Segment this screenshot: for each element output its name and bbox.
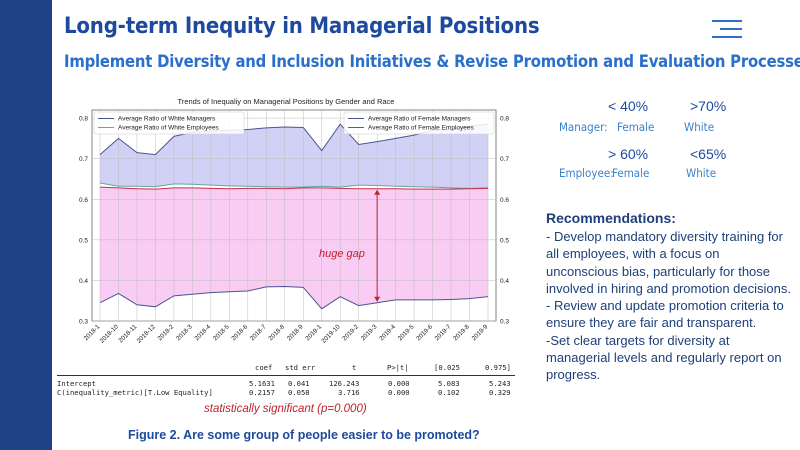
x-tick-label: 2018-12 [136,323,158,345]
reg-row-name: Intercept [57,379,96,388]
reg-cell: 0.329 [489,388,511,397]
y-tick-label-left: 0.8 [79,116,88,123]
recommendations-title: Recommendations: [546,210,676,226]
legend-left-label: Average Ratio of White Employees [118,125,219,132]
y-tick-label-right: 0.8 [500,116,509,123]
reg-cell: 0.041 [288,379,310,388]
reg-cell: 5.083 [438,379,460,388]
reg-header-t: t [352,363,357,372]
x-tick-label: 2018-10 [99,323,121,345]
x-tick-label: 2019-10 [320,323,342,345]
reg-rule [57,375,515,376]
reg-cell: 0.000 [388,388,410,397]
legend-left-box [93,111,245,135]
y-tick-label-right: 0.4 [500,278,509,285]
female-gap-fill [100,187,488,309]
x-tick-label: 2019-2 [341,323,360,342]
kpi-employee-female-label: Female [612,166,650,180]
x-tick-label: 2019-5 [397,323,416,342]
reg-cell: 126.243 [329,379,360,388]
y-tick-label-right: 0.3 [500,319,509,326]
reg-cell: 0.102 [438,388,460,397]
gap-annotation: huge gap [319,248,365,260]
kpi-employee-white-value: <65% [690,146,727,162]
legend-right-label: Average Ratio of Female Managers [368,116,471,123]
gap-arrow-head-bottom [374,296,381,302]
y-tick-label-left: 0.4 [79,278,88,285]
reg-cell: 5.243 [489,379,511,388]
reg-header-ci-low: [0.025 [434,363,460,372]
y-tick-label-left: 0.3 [79,319,88,326]
x-tick-label: 2018-3 [175,323,194,342]
slide-title: Long-term Inequity in Managerial Positio… [64,14,540,39]
y-tick-label-right: 0.6 [500,197,509,204]
x-tick-label: 2018-5 [212,323,231,342]
y-tick-label-left: 0.6 [79,197,88,204]
legend-right-label: Average Ratio of Female Employees [368,125,474,132]
kpi-employee-white-label: White [686,166,717,180]
legend-right-box [343,111,495,135]
series-line-white-employees [99,182,489,189]
regression-table: coef std err t P>|t| [0.025 0.975] Inter… [55,360,517,400]
white-gap-fill [100,124,488,189]
inequity-trend-chart: 0.3 0.3 0.4 0.4 0.5 0.5 0.6 0.6 0.7 0.7 0.8 0.8 2018… [79,97,509,345]
chart-title: Trends of Inequaliy on Managerial Positi… [178,97,395,106]
x-tick-label: 2018-9 [286,323,305,342]
reg-header-stderr: std err [285,363,316,372]
y-tick-label-right: 0.5 [500,237,509,244]
gap-arrow-head-top [374,189,381,195]
reg-cell: 5.1631 [249,379,275,388]
x-tick-label: 2018-7 [249,323,268,342]
x-tick-label: 2019-6 [415,323,434,342]
kpi-manager-white-value: >70% [690,98,727,114]
reg-header-ci-high: 0.975] [485,363,511,372]
recommendation-item: - Develop mandatory diversity training f… [546,229,791,296]
reg-cell: 3.716 [338,388,360,397]
kpi-employee-label: Employee: [559,166,614,180]
x-tick-label: 2019-7 [434,323,453,342]
x-tick-label: 2019-9 [471,323,490,342]
recommendation-item: -Set clear targets for diversity at mana… [546,332,782,383]
x-tick-label: 2018-6 [230,323,249,342]
significance-note: statistically significant (p=0.000) [204,403,367,415]
recommendations-list: - Develop mandatory diversity training f… [546,228,792,384]
x-tick-label: 2019-3 [360,323,379,342]
y-tick-label-left: 0.7 [79,156,88,163]
reg-row-name: C(inequality_metric)[T.Low Equality] [57,388,213,397]
y-tick-label-left: 0.5 [79,237,88,244]
reg-cell: 0.2157 [249,388,275,397]
x-tick-label: 2018-2 [157,323,176,342]
series-line-female-managers [99,286,489,310]
reg-header-coef: coef [255,363,273,372]
recommendation-item: - Review and update promotion criteria t… [546,298,784,331]
kpi-manager-female-value: < 40% [608,98,649,114]
kpi-employee-female-value: > 60% [608,146,649,162]
slide-subtitle: Implement Diversity and Inclusion Initia… [64,52,800,71]
kpi-manager-white-label: White [684,120,715,134]
legend-left-label: Average Ratio of White Managers [118,116,216,123]
series-line-female-employees [99,186,489,190]
kpi-manager-label: Manager: [559,120,608,134]
kpi-manager-female-label: Female [617,120,655,134]
figure-caption: Figure 2. Are some group of people easie… [128,428,480,442]
x-tick-label: 2018-4 [193,323,212,342]
x-tick-label: 2019-8 [452,323,471,342]
hamburger-menu-icon[interactable] [712,18,742,40]
x-tick-label: 2018-11 [117,323,138,344]
y-tick-label-right: 0.7 [500,156,509,163]
x-tick-label: 2019-4 [378,323,397,342]
reg-cell: 0.058 [288,388,310,397]
reg-cell: 0.000 [388,379,410,388]
reg-header-p: P>|t| [387,363,409,372]
side-accent-bar [0,0,52,450]
x-tick-label: 2018-8 [267,323,286,342]
